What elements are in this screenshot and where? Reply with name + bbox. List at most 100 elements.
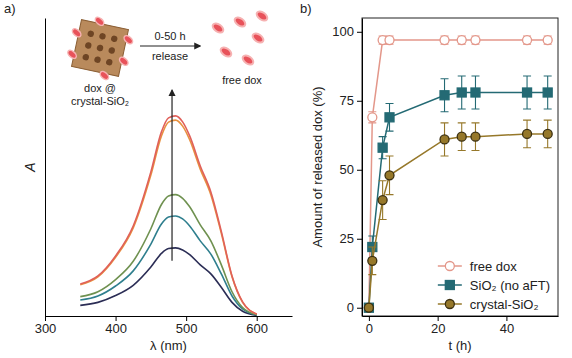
data-point	[368, 113, 377, 122]
tick: 25	[340, 231, 362, 246]
x-axis-line	[46, 316, 293, 317]
error-bar	[386, 156, 394, 195]
error-bar	[544, 36, 552, 44]
tick: 600	[246, 316, 268, 336]
annotation: free dox	[222, 74, 262, 86]
dox-molecule-icon	[211, 22, 225, 35]
figure: 300400500600λ (nm)Aa)dox @crystal-SiO₂0-…	[0, 0, 572, 358]
data-point	[368, 256, 377, 265]
tick-mark	[357, 170, 362, 171]
panel-label: b)	[300, 1, 312, 16]
panel-label: a)	[4, 1, 16, 16]
x-axis: 300 400 500 600	[35, 316, 293, 336]
x-axis-title: λ (nm)	[150, 338, 187, 353]
x-axis-line	[363, 316, 559, 317]
legend-marker	[445, 262, 454, 271]
panel-a: 300 400 500 600 λ (nm) Aa) dox @crystal-SiO₂ 0-…	[4, 1, 293, 353]
tick-label: 40	[500, 321, 514, 336]
error-bar	[523, 36, 531, 44]
y-axis-line	[45, 19, 46, 317]
annotation: 0-50 hrelease	[152, 30, 188, 62]
error-bar	[368, 247, 376, 275]
tick-label: 500	[176, 321, 198, 336]
data-point	[543, 88, 552, 97]
dox-molecule-icon	[233, 16, 247, 29]
series-line	[369, 40, 548, 308]
tick-mark	[357, 32, 362, 33]
error-bar	[544, 120, 552, 148]
data-point	[471, 36, 480, 45]
dox-molecule-icon	[241, 54, 255, 67]
legend-marker	[445, 281, 454, 290]
legend-item: SiO₂ (no aFT)	[438, 278, 550, 293]
panel-b: 0 20 40 0 25 50 75 100 t (h) Amount of released d…	[300, 1, 559, 353]
spectrum-line	[80, 248, 256, 315]
data-point	[471, 88, 480, 97]
tick-label: 300	[35, 321, 57, 336]
data-point	[385, 171, 394, 180]
error-bar	[379, 181, 387, 220]
tick-label: 25	[340, 231, 354, 246]
x-axis: 0 20 40	[363, 316, 559, 336]
legend-label: crystal-SiO₂	[470, 297, 539, 312]
y-axis	[45, 19, 46, 317]
error-bar	[458, 36, 466, 44]
tick: 0	[347, 300, 362, 315]
error-bar	[386, 36, 394, 44]
y-axis-title: Amount of released dox (%)	[310, 86, 325, 247]
tick-label: 0	[347, 300, 354, 315]
data-point	[471, 132, 480, 141]
data-point	[378, 143, 387, 152]
tick: 500	[176, 316, 198, 336]
legend-item: crystal-SiO₂	[438, 297, 539, 312]
error-bar	[471, 123, 479, 151]
tick: 100	[332, 24, 362, 39]
data-point	[523, 129, 532, 138]
data-point	[378, 196, 387, 205]
tick-label: 50	[340, 162, 354, 177]
crystal-icon	[62, 11, 137, 85]
plot-area	[364, 36, 552, 313]
error-bar	[471, 76, 479, 109]
data-point	[385, 36, 394, 45]
error-bar	[441, 123, 449, 156]
tick-label: 0	[366, 321, 373, 336]
dox-molecule-icon	[219, 46, 233, 59]
error-bar	[523, 76, 531, 109]
tick: 20	[431, 316, 445, 336]
spectrum-line	[80, 120, 256, 314]
data-point	[543, 36, 552, 45]
annotation: dox @crystal-SiO₂	[71, 82, 129, 107]
legend-label: free dox	[470, 259, 517, 274]
data-point	[440, 91, 449, 100]
data-point	[440, 135, 449, 144]
tick-mark	[357, 239, 362, 240]
tick: 75	[340, 93, 362, 108]
data-point	[457, 88, 466, 97]
error-bar	[441, 36, 449, 44]
spectrum-line	[80, 195, 256, 315]
legend: free dox SiO₂ (no aFT) crystal-SiO₂	[438, 259, 550, 312]
increase-arrow	[171, 90, 172, 260]
release-arrow	[140, 45, 200, 46]
tick: 300	[35, 316, 57, 336]
y-axis-title: A	[22, 162, 38, 172]
plot-area	[80, 116, 256, 315]
tick: 40	[500, 316, 514, 336]
data-point	[543, 129, 552, 138]
error-bar	[458, 123, 466, 151]
tick-label: 600	[246, 321, 268, 336]
tick-label: 400	[105, 321, 127, 336]
error-bar	[544, 76, 552, 109]
data-point	[364, 303, 373, 312]
tick-mark	[357, 308, 362, 309]
dox-molecule-icon	[255, 10, 269, 23]
data-point	[364, 303, 373, 312]
tick-label: 20	[431, 321, 445, 336]
data-point	[523, 36, 532, 45]
data-point	[440, 36, 449, 45]
error-bar	[368, 112, 376, 123]
data-point	[364, 303, 373, 312]
x-axis-title: t (h)	[448, 338, 471, 353]
y-axis-line	[362, 19, 363, 317]
